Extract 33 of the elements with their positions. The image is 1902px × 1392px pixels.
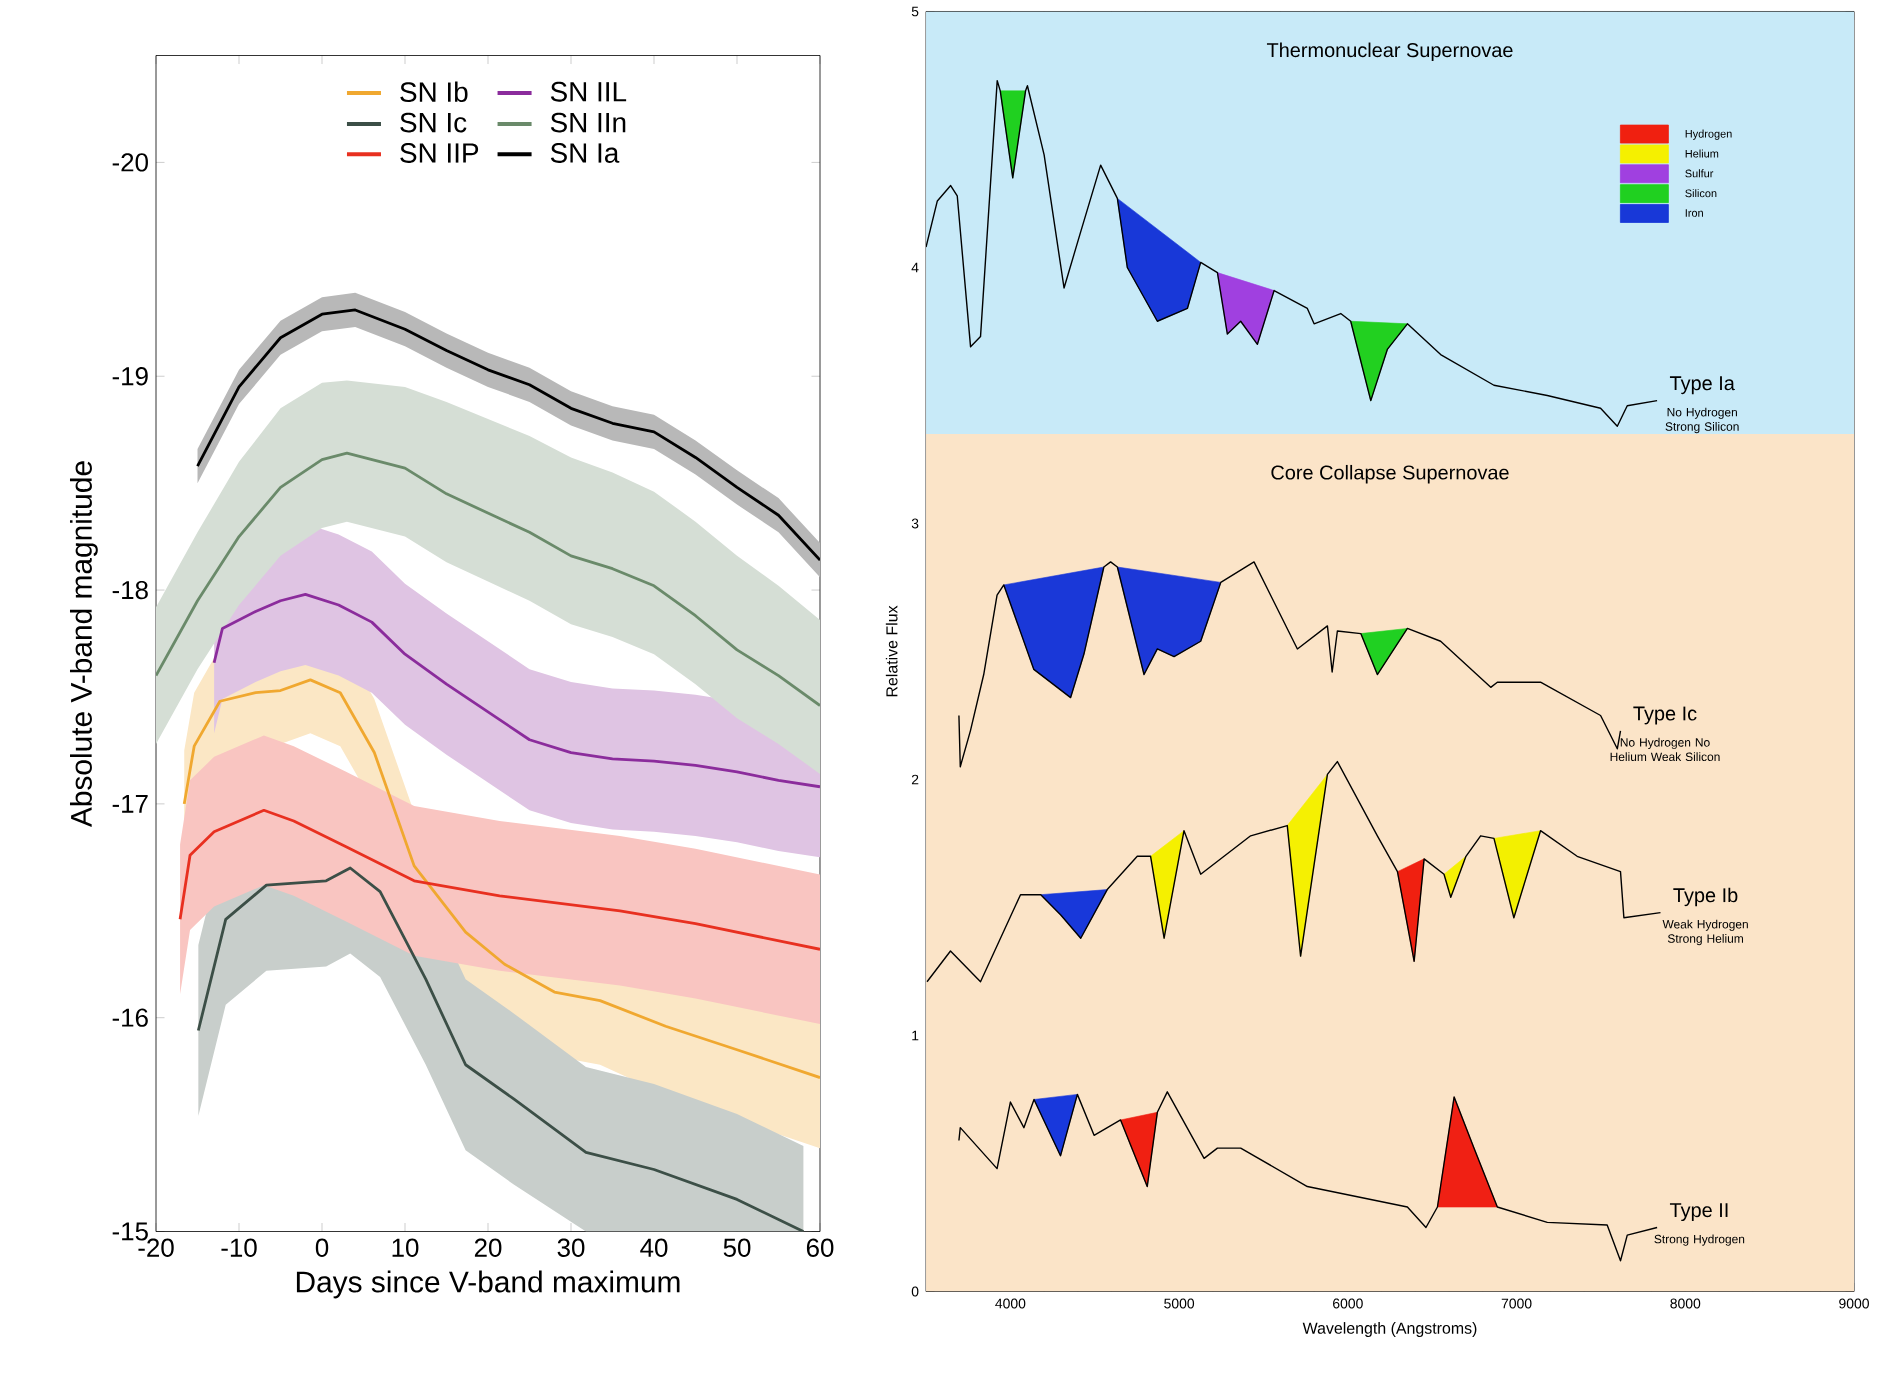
legend-label: SN IIn	[550, 112, 626, 133]
y-tick-label: -17	[112, 795, 148, 814]
band-label: Thermonuclear Supernovae	[1266, 42, 1513, 62]
legend-label: SN Ia	[550, 143, 620, 164]
series-label: Type II	[1669, 1203, 1728, 1222]
series-label: Type Ib	[1673, 887, 1738, 907]
x-tick-label: -20	[138, 1238, 174, 1258]
x-tick-label: 50	[723, 1238, 751, 1258]
x-tick-label: 30	[557, 1238, 585, 1258]
y-tick-label: -20	[112, 153, 148, 172]
x-tick-label: 0	[315, 1238, 329, 1258]
line-series	[178, 809, 821, 951]
legend-label: SN Ib	[400, 81, 468, 103]
y-tick-label: -16	[112, 1008, 148, 1028]
series-label: Type Ia	[1669, 376, 1735, 395]
legend-label: SN IIP	[400, 143, 479, 164]
x-tick-label: 10	[392, 1238, 419, 1258]
x-tick-label: 60	[806, 1238, 834, 1258]
line-series	[182, 678, 821, 1080]
x-tick-label: 20	[474, 1238, 502, 1258]
x-tick-label: 40	[640, 1238, 668, 1258]
y-tick-label: -19	[112, 367, 148, 386]
line-series	[958, 1091, 1658, 1262]
legend-label: SN Ic	[400, 112, 467, 133]
x-tick-label: -10	[221, 1238, 257, 1258]
line-series	[196, 866, 805, 1232]
band-label: Core Collapse Supernovae	[1271, 465, 1509, 484]
legend-label: SN IIL	[550, 82, 627, 102]
x-axis-title: Days since V-band maximum	[296, 1270, 680, 1299]
y-tick-label: -15	[112, 1222, 148, 1241]
y-axis-title: Absolute V-band magnitude	[69, 461, 98, 828]
series-label: Type Ic	[1633, 706, 1697, 725]
y-tick-label: -18	[112, 581, 148, 600]
